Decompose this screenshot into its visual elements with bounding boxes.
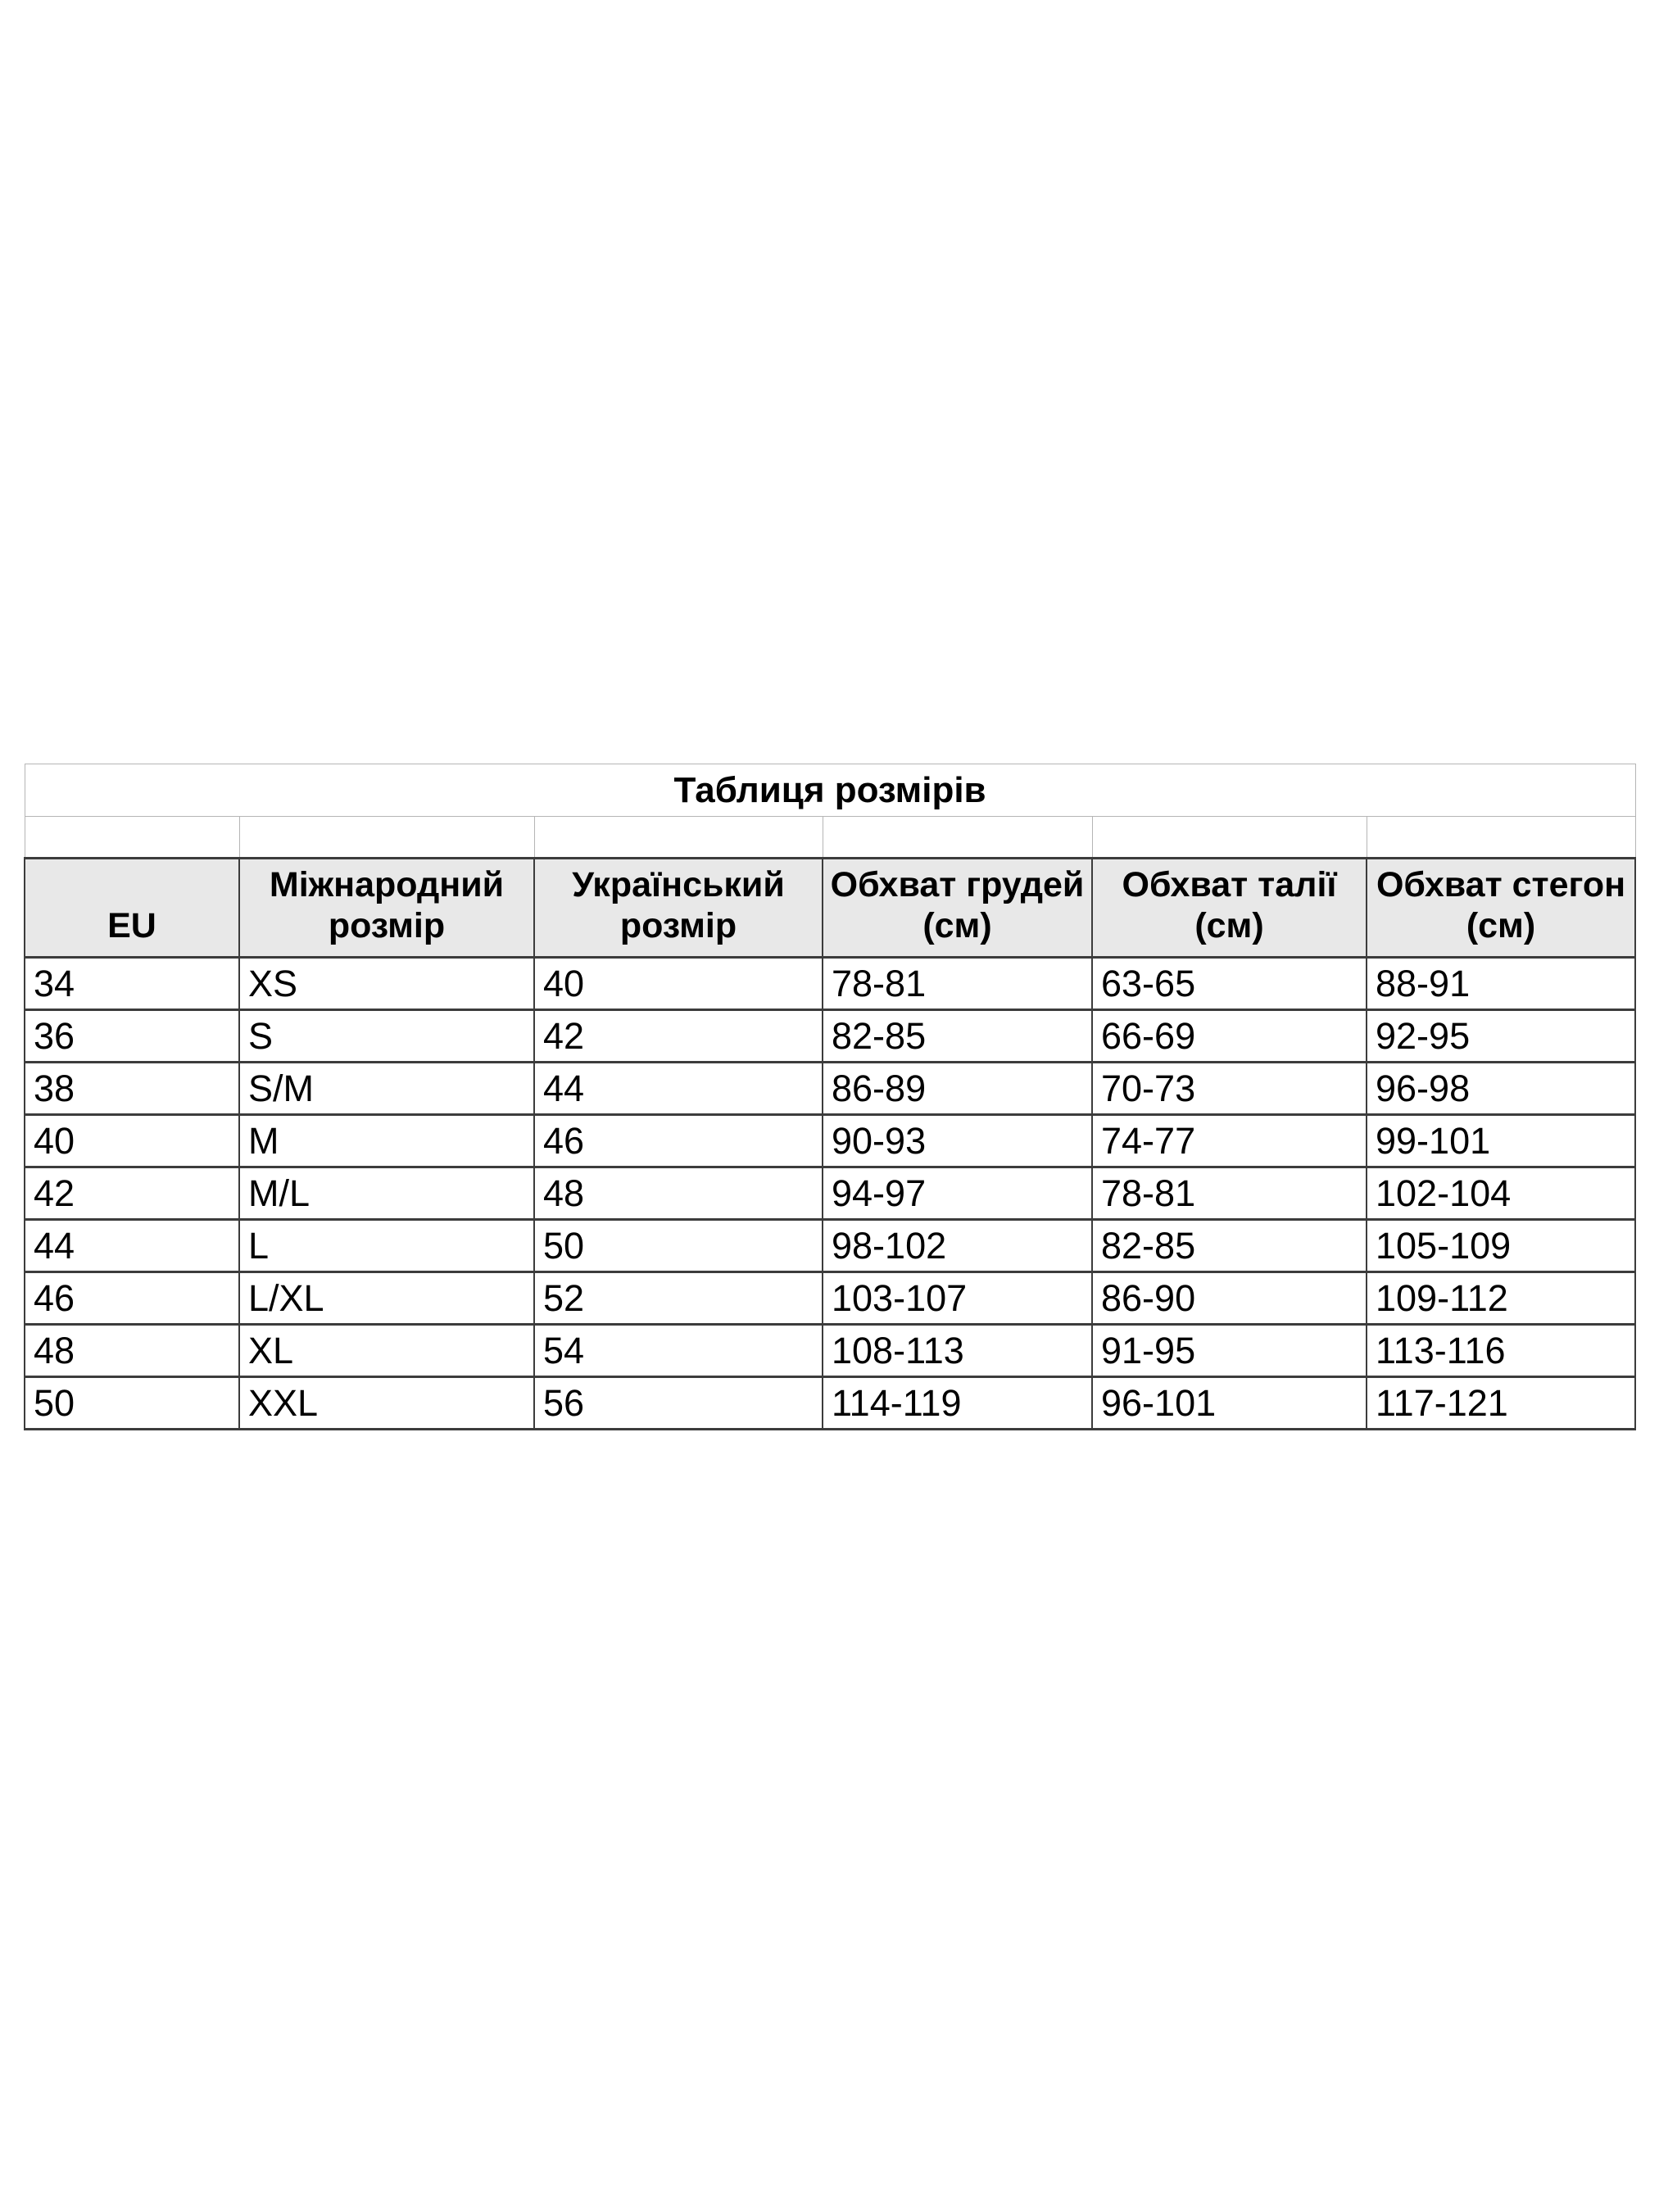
table-cell: 114-119 [822,1376,1093,1430]
table-cell: 96-101 [1091,1376,1367,1430]
spacer-row [24,816,1636,859]
table-cell: M/L [238,1166,535,1221]
spacer-cell [533,816,823,859]
column-header: EU [24,857,240,959]
spacer-cell [1366,816,1636,859]
table-cell: 92-95 [1365,1009,1637,1063]
table-cell: 108-113 [822,1323,1093,1378]
table-cell: 44 [533,1061,823,1116]
table-row: 34 XS 40 78-81 63-65 88-91 [24,956,1637,1011]
table-cell: XL [238,1323,535,1378]
table-cell: 82-85 [1091,1218,1367,1273]
table-cell: L/XL [238,1271,535,1326]
table-cell: 48 [24,1323,240,1378]
table-cell: 88-91 [1365,956,1637,1011]
table-row: 40 M 46 90-93 74-77 99-101 [24,1113,1637,1168]
table-title: Таблиця розмірів [24,764,1636,817]
table-cell: 36 [24,1009,240,1063]
table-cell: S/M [238,1061,535,1116]
column-header: Міжнародний розмір [238,857,535,959]
table-cell: 78-81 [822,956,1093,1011]
table-cell: 86-90 [1091,1271,1367,1326]
table-cell: XS [238,956,535,1011]
column-header: Український розмір [533,857,823,959]
table-cell: 105-109 [1365,1218,1637,1273]
table-cell: 46 [24,1271,240,1326]
column-header: Обхват стегон (см) [1365,857,1637,959]
table-row: 38 S/M 44 86-89 70-73 96-98 [24,1061,1637,1116]
table-cell: 50 [24,1376,240,1430]
table-row: 36 S 42 82-85 66-69 92-95 [24,1009,1637,1063]
spacer-cell [24,816,240,859]
table-cell: 52 [533,1271,823,1326]
table-cell: S [238,1009,535,1063]
table-cell: 56 [533,1376,823,1430]
table-cell: L [238,1218,535,1273]
table-cell: 117-121 [1365,1376,1637,1430]
table-cell: 98-102 [822,1218,1093,1273]
table-cell: 90-93 [822,1113,1093,1168]
table-cell: 54 [533,1323,823,1378]
table-row: 50 XXL 56 114-119 96-101 117-121 [24,1376,1637,1430]
size-table: Таблиця розмірів EU Міжнародний розмір Укр… [24,764,1637,1430]
table-cell: 86-89 [822,1061,1093,1116]
table-cell: 66-69 [1091,1009,1367,1063]
table-cell: 70-73 [1091,1061,1367,1116]
table-cell: 42 [533,1009,823,1063]
header-row: EU Міжнародний розмір Український розмір Об… [24,857,1637,959]
table-cell: 109-112 [1365,1271,1637,1326]
table-cell: 48 [533,1166,823,1221]
table-cell: 74-77 [1091,1113,1367,1168]
table-cell: 103-107 [822,1271,1093,1326]
table-cell: 40 [533,956,823,1011]
table-cell: 91-95 [1091,1323,1367,1378]
column-header: Обхват талії (см) [1091,857,1367,959]
table-cell: XXL [238,1376,535,1430]
table-cell: 96-98 [1365,1061,1637,1116]
table-cell: 102-104 [1365,1166,1637,1221]
table-row: 42 M/L 48 94-97 78-81 102-104 [24,1166,1637,1221]
table-cell: 78-81 [1091,1166,1367,1221]
table-cell: 94-97 [822,1166,1093,1221]
table-row: 46 L/XL 52 103-107 86-90 109-112 [24,1271,1637,1326]
spacer-cell [822,816,1093,859]
title-row: Таблиця розмірів [24,764,1636,817]
table-row: 44 L 50 98-102 82-85 105-109 [24,1218,1637,1273]
table-cell: 46 [533,1113,823,1168]
table-cell: 40 [24,1113,240,1168]
table-cell: 38 [24,1061,240,1116]
table-cell: 113-116 [1365,1323,1637,1378]
table-cell: 42 [24,1166,240,1221]
spacer-cell [1091,816,1367,859]
column-header: Обхват грудей (см) [822,857,1093,959]
spacer-cell [238,816,535,859]
table-cell: M [238,1113,535,1168]
table-cell: 34 [24,956,240,1011]
table-cell: 82-85 [822,1009,1093,1063]
table-cell: 44 [24,1218,240,1273]
table-cell: 99-101 [1365,1113,1637,1168]
table-cell: 50 [533,1218,823,1273]
table-row: 48 XL 54 108-113 91-95 113-116 [24,1323,1637,1378]
table-cell: 63-65 [1091,956,1367,1011]
